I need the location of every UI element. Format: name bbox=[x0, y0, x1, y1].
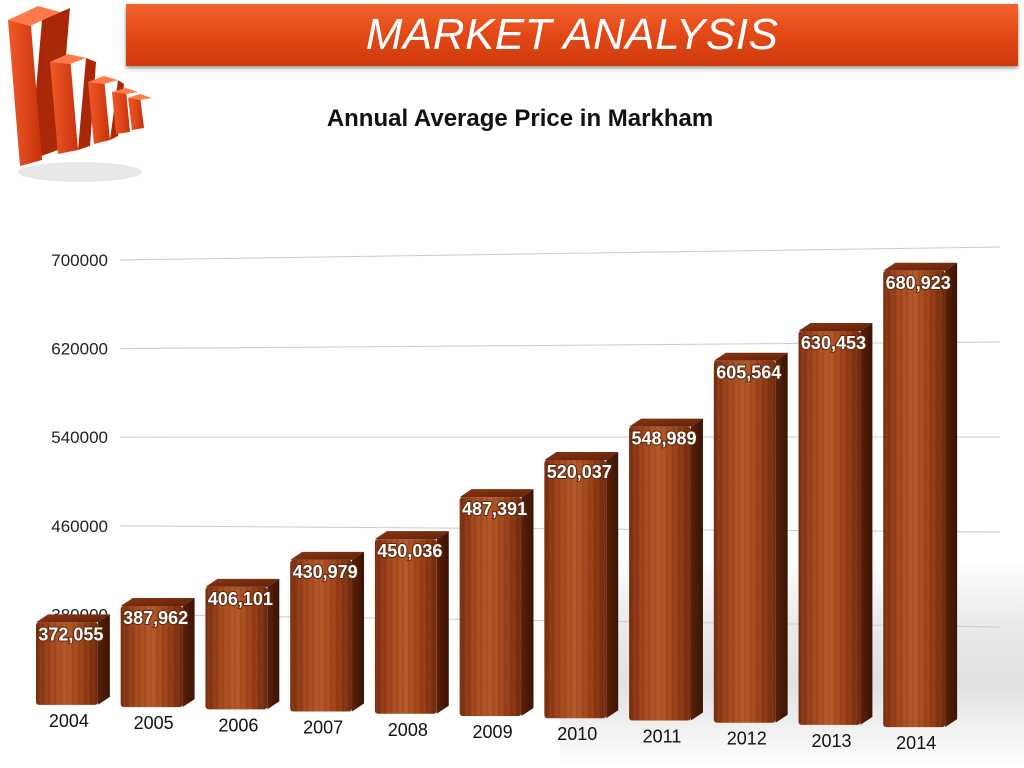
y-tick-label: 700000 bbox=[51, 251, 108, 270]
bar-top bbox=[120, 598, 195, 607]
bar-grain bbox=[205, 586, 268, 710]
bar-2007 bbox=[290, 551, 365, 712]
bar-top bbox=[629, 418, 703, 427]
bar-top bbox=[290, 551, 365, 560]
bar-side bbox=[436, 531, 449, 714]
y-tick-label: 620000 bbox=[51, 340, 108, 359]
bar-side bbox=[97, 614, 110, 705]
bar-2012 bbox=[713, 352, 788, 723]
bar-grain bbox=[459, 497, 522, 717]
bar-side bbox=[860, 323, 873, 725]
bar-top bbox=[713, 352, 788, 361]
bar-side bbox=[690, 418, 703, 721]
bar-side bbox=[775, 352, 788, 723]
bar-side bbox=[606, 452, 619, 719]
bar-grain bbox=[883, 270, 946, 728]
bar-grain bbox=[120, 606, 183, 708]
x-tick-label: 2012 bbox=[727, 729, 767, 749]
bar-top bbox=[798, 323, 873, 332]
bar-grain bbox=[713, 360, 776, 723]
bar-2006 bbox=[205, 578, 280, 710]
bar-2009 bbox=[459, 489, 534, 717]
bar-2008 bbox=[374, 531, 449, 714]
bar-grain bbox=[290, 559, 353, 712]
bar-2011 bbox=[629, 418, 703, 721]
data-label: 680,923 bbox=[886, 273, 951, 293]
x-tick-label: 2010 bbox=[557, 724, 597, 744]
bar-grain bbox=[544, 460, 607, 719]
bar-grain bbox=[36, 622, 98, 705]
data-label: 430,979 bbox=[293, 562, 358, 582]
bar-2005 bbox=[120, 598, 195, 708]
data-label: 372,055 bbox=[38, 624, 103, 644]
y-tick-label: 540000 bbox=[51, 428, 108, 447]
x-tick-label: 2006 bbox=[218, 715, 258, 735]
bar-top bbox=[883, 262, 958, 271]
data-label: 520,037 bbox=[547, 462, 612, 482]
bar-side bbox=[182, 598, 195, 708]
x-tick-label: 2014 bbox=[896, 733, 936, 753]
bar-2014 bbox=[883, 262, 958, 728]
data-label: 487,391 bbox=[462, 499, 527, 519]
x-tick-label: 2007 bbox=[303, 718, 343, 738]
data-label: 605,564 bbox=[716, 363, 781, 383]
data-label: 387,962 bbox=[123, 608, 188, 628]
x-tick-label: 2004 bbox=[49, 711, 89, 731]
bar-grain bbox=[374, 539, 437, 714]
bar-2010 bbox=[544, 452, 619, 719]
bar-side bbox=[267, 578, 280, 710]
banner-title: MARKET ANALYSIS bbox=[365, 10, 779, 59]
bar-chart-logo-icon bbox=[8, 6, 152, 182]
bar-2013 bbox=[798, 323, 873, 725]
bar-grain bbox=[798, 331, 861, 725]
data-label: 406,101 bbox=[208, 589, 273, 609]
chart-title: Annual Average Price in Markham bbox=[326, 105, 714, 132]
x-tick-label: 2005 bbox=[134, 713, 174, 733]
gridline bbox=[119, 246, 1001, 261]
x-tick-label: 2008 bbox=[388, 720, 428, 740]
bar-side bbox=[352, 551, 365, 712]
bar-top bbox=[36, 614, 110, 623]
bar-side bbox=[521, 489, 534, 717]
data-label: 548,989 bbox=[631, 429, 696, 449]
bar-2004 bbox=[36, 614, 110, 705]
x-tick-label: 2011 bbox=[643, 726, 682, 746]
bar-top bbox=[459, 489, 534, 498]
bar-top bbox=[374, 531, 449, 540]
header-banner: MARKET ANALYSIS bbox=[126, 4, 1018, 66]
bar-top bbox=[544, 452, 619, 461]
bar-top bbox=[205, 578, 280, 587]
bar-side bbox=[945, 262, 958, 728]
data-label: 450,036 bbox=[377, 541, 442, 561]
bar-grain bbox=[629, 426, 691, 721]
x-tick-label: 2013 bbox=[811, 731, 851, 751]
x-tick-label: 2009 bbox=[473, 722, 513, 742]
data-label: 630,453 bbox=[801, 333, 866, 353]
y-tick-label: 460000 bbox=[51, 517, 108, 536]
